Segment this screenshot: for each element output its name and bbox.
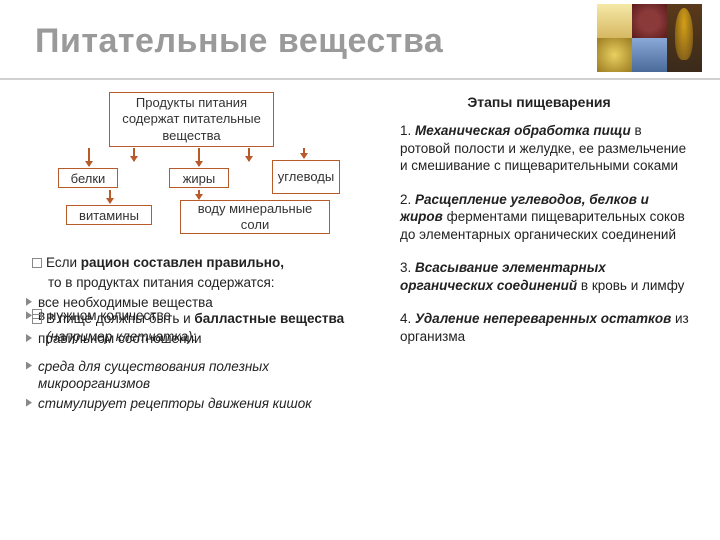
stages-column: Этапы пищеварения 1. Механическая обрабо… [384, 94, 694, 361]
stage-4-bold: Удаление непереваренных остатков [415, 311, 671, 326]
text-bold: балластные вещества [194, 311, 344, 326]
header-collage [597, 4, 702, 72]
arrow [109, 190, 111, 203]
text: то в продуктах питания содержатся: [46, 274, 362, 292]
collage-tile [597, 38, 632, 72]
page-title: Питательные вещества [35, 22, 443, 61]
arrow [198, 190, 200, 199]
stage-1-bold: Механическая обработка пищи [415, 123, 631, 138]
stage-4: 4. Удаление непереваренных остатков из о… [384, 310, 694, 345]
arrow [133, 148, 135, 161]
stage-1: 1. Механическая обработка пищи в ротовой… [384, 122, 694, 175]
bullet-item: стимулирует рецепторы движения кишок [26, 395, 362, 413]
arrow [88, 148, 90, 166]
collage-tile [597, 4, 632, 38]
stages-title: Этапы пищеварения [384, 94, 694, 110]
arrow [303, 148, 305, 158]
node-carbs: углеводы [272, 160, 340, 194]
ration-column: Если рацион составлен правильно, то в пр… [32, 254, 362, 412]
node-proteins: белки [58, 168, 118, 188]
text-bold: рацион составлен правильно, [81, 255, 284, 270]
node-water: воду минеральные соли [180, 200, 330, 234]
node-main: Продукты питания содержат питательные ве… [109, 92, 274, 147]
ration-intro: Если рацион составлен правильно, то в пр… [32, 254, 362, 292]
node-vitamins: витамины [66, 205, 152, 225]
collage-tile [632, 38, 667, 72]
bullet-item: правильном соотношении [26, 330, 362, 348]
collage-tile [632, 4, 667, 38]
stage-2: 2. Расщепление углеводов, белков и жиров… [384, 191, 694, 244]
text: В пище должны быть и [46, 311, 194, 326]
node-fats: жиры [169, 168, 229, 188]
stage-3: 3. Всасывание элементарных органических … [384, 259, 694, 294]
stage-2-tail: ферментами пищеварительных соков до элем… [400, 209, 685, 242]
stage-3-bold: Всасывание элементарных органических сое… [400, 260, 606, 293]
stage-3-tail: в кровь и лимфу [577, 278, 684, 293]
bullet-item: среда для существования полезных микроор… [26, 358, 362, 393]
arrow [198, 148, 200, 166]
arrow [248, 148, 250, 161]
divider [0, 78, 720, 80]
text: Если [46, 255, 81, 270]
collage-tile [667, 4, 702, 72]
